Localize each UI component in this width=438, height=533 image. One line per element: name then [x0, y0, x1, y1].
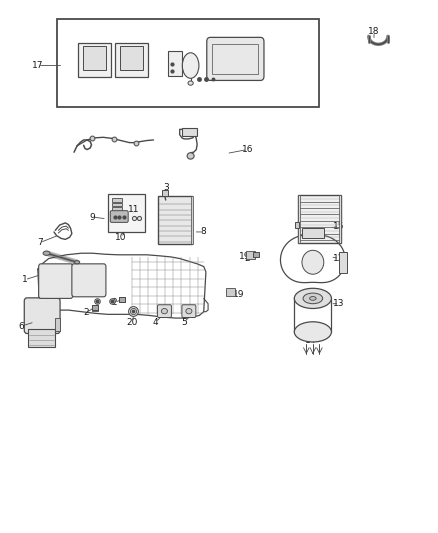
Bar [28, 329, 55, 348]
Ellipse shape [302, 251, 324, 274]
Text: 13: 13 [333, 299, 345, 308]
Text: 7: 7 [37, 238, 43, 247]
Bar [297, 195, 300, 243]
Text: 19: 19 [240, 253, 251, 261]
Text: 2: 2 [111, 298, 117, 307]
Text: 14: 14 [305, 336, 316, 345]
Bar [297, 195, 341, 243]
Text: 20: 20 [126, 318, 138, 327]
Bar [246, 251, 255, 259]
Bar [115, 43, 148, 77]
Text: 18: 18 [368, 27, 380, 36]
Text: 5: 5 [181, 318, 187, 327]
Text: 12: 12 [333, 254, 345, 263]
Bar [302, 228, 324, 238]
Bar [191, 196, 193, 244]
Text: 19: 19 [233, 289, 244, 298]
Ellipse shape [186, 309, 192, 314]
Bar [108, 193, 145, 232]
Text: 2: 2 [244, 254, 250, 263]
Text: 3: 3 [164, 183, 170, 192]
FancyBboxPatch shape [110, 211, 128, 222]
Bar [55, 318, 60, 332]
Ellipse shape [187, 153, 194, 159]
Bar [57, 19, 319, 107]
FancyBboxPatch shape [207, 37, 264, 80]
FancyBboxPatch shape [24, 298, 60, 334]
Bar [295, 222, 299, 228]
Bar [112, 198, 122, 201]
Bar [158, 196, 192, 244]
FancyBboxPatch shape [72, 264, 106, 297]
Ellipse shape [294, 322, 332, 342]
Bar [119, 297, 125, 302]
Ellipse shape [294, 288, 332, 309]
Text: 15: 15 [333, 222, 345, 231]
Text: 8: 8 [201, 228, 207, 237]
Ellipse shape [43, 251, 50, 255]
Text: 6: 6 [19, 321, 25, 330]
Bar [119, 297, 125, 302]
Bar [83, 46, 106, 70]
Bar [253, 252, 259, 257]
Bar [212, 44, 258, 74]
Text: 11: 11 [128, 205, 140, 214]
Ellipse shape [188, 81, 193, 85]
Text: 2: 2 [83, 308, 88, 317]
Ellipse shape [161, 309, 167, 314]
Bar [168, 51, 182, 76]
Ellipse shape [310, 296, 316, 300]
Text: 16: 16 [242, 145, 253, 154]
Ellipse shape [182, 53, 199, 78]
Bar [226, 288, 235, 296]
Bar [182, 128, 197, 136]
FancyBboxPatch shape [39, 264, 73, 298]
Bar [92, 305, 98, 310]
Bar [78, 43, 111, 77]
Bar [112, 203, 122, 206]
Ellipse shape [74, 261, 80, 264]
Bar [339, 252, 347, 273]
Text: 17: 17 [32, 61, 43, 70]
Bar [112, 207, 122, 211]
Text: 9: 9 [89, 213, 95, 222]
Ellipse shape [303, 293, 323, 304]
Bar [339, 195, 341, 243]
FancyBboxPatch shape [182, 305, 196, 318]
Text: 1: 1 [22, 275, 28, 284]
Text: 10: 10 [115, 233, 127, 242]
Bar [92, 305, 98, 311]
Bar [120, 46, 143, 70]
Text: 4: 4 [153, 318, 159, 327]
FancyBboxPatch shape [157, 305, 171, 318]
